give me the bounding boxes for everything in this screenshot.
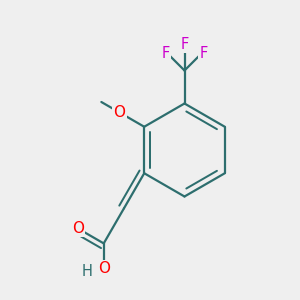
Text: F: F xyxy=(161,46,170,61)
Text: O: O xyxy=(98,261,110,276)
Text: H: H xyxy=(82,264,93,279)
Text: O: O xyxy=(72,221,84,236)
Text: O: O xyxy=(113,105,125,120)
Text: F: F xyxy=(180,37,189,52)
Text: F: F xyxy=(199,46,208,61)
